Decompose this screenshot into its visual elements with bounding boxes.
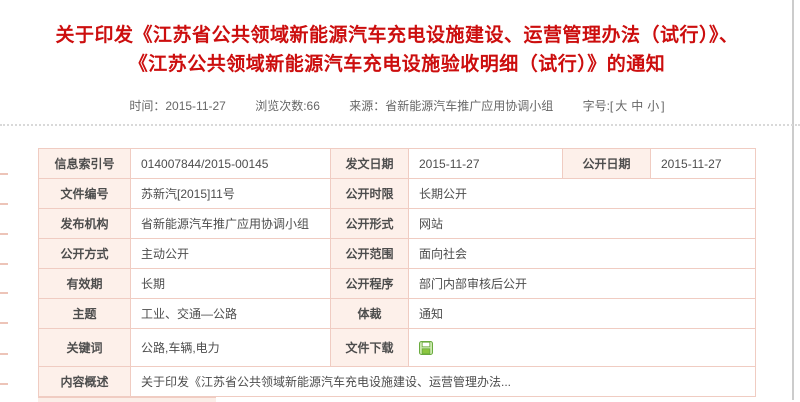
left-edge-artifact xyxy=(0,383,8,385)
left-edge-artifact xyxy=(0,233,8,235)
table-row: 发布机构 省新能源汽车推广应用协调小组 公开形式 网站 xyxy=(38,208,756,239)
value-issue-date: 2015-11-27 xyxy=(408,148,563,179)
fontsize-prefix: 字号:[ xyxy=(582,99,614,113)
label-open-method: 公开方式 xyxy=(38,238,131,269)
meta-views: 浏览次数:66 xyxy=(255,99,320,113)
label-issue-date: 发文日期 xyxy=(330,148,409,179)
page-right-border xyxy=(792,0,794,400)
label-publish-date: 公开日期 xyxy=(562,148,651,179)
value-summary: 关于印发《江苏省公共领域新能源汽车充电设施建设、运营管理办法... xyxy=(130,366,756,397)
left-edge-artifact xyxy=(0,263,8,265)
value-genre: 通知 xyxy=(408,298,756,329)
label-open-form: 公开形式 xyxy=(330,208,409,239)
value-publisher: 省新能源汽车推广应用协调小组 xyxy=(130,208,331,239)
meta-source: 来源：省新能源汽车推广应用协调小组 xyxy=(349,99,554,113)
fontsize-large-button[interactable]: 大 xyxy=(615,99,628,113)
document-info-table: 信息索引号 014007844/2015-00145 发文日期 2015-11-… xyxy=(38,148,756,397)
left-edge-artifact xyxy=(0,322,8,324)
value-document-number: 苏新汽[2015]11号 xyxy=(130,178,331,209)
label-open-procedure: 公开程序 xyxy=(330,268,409,299)
dotted-separator xyxy=(0,124,800,126)
value-open-term: 长期公开 xyxy=(408,178,756,209)
value-publish-date: 2015-11-27 xyxy=(650,148,756,179)
meta-fontsize: 字号:[大中小] xyxy=(583,99,665,113)
meta-bar: 时间：2015-11-27 浏览次数:66 来源：省新能源汽车推广应用协调小组 … xyxy=(0,97,794,114)
table-row: 信息索引号 014007844/2015-00145 发文日期 2015-11-… xyxy=(38,148,756,179)
label-summary: 内容概述 xyxy=(38,366,131,397)
label-index-number: 信息索引号 xyxy=(38,148,131,179)
table-row: 主题 工业、交通—公路 体裁 通知 xyxy=(38,298,756,329)
label-subject: 主题 xyxy=(38,298,131,329)
value-validity: 长期 xyxy=(130,268,331,299)
label-genre: 体裁 xyxy=(330,298,409,329)
value-keywords: 公路,车辆,电力 xyxy=(130,328,331,367)
value-open-form: 网站 xyxy=(408,208,756,239)
label-open-term: 公开时限 xyxy=(330,178,409,209)
value-index-number: 014007844/2015-00145 xyxy=(130,148,331,179)
left-edge-artifact xyxy=(0,292,8,294)
fontsize-small-button[interactable]: 小 xyxy=(647,99,660,113)
label-keywords: 关键词 xyxy=(38,328,131,367)
fontsize-suffix: ] xyxy=(661,99,665,113)
page-title-line2: 《江苏公共领域新能源汽车充电设施验收明细（试行）》的通知 xyxy=(128,54,666,75)
fontsize-medium-button[interactable]: 中 xyxy=(631,99,644,113)
floppy-save-icon[interactable] xyxy=(419,340,433,355)
value-open-scope: 面向社会 xyxy=(408,238,756,269)
meta-time: 时间：2015-11-27 xyxy=(129,99,226,113)
label-open-scope: 公开范围 xyxy=(330,238,409,269)
label-publisher: 发布机构 xyxy=(38,208,131,239)
label-document-number: 文件编号 xyxy=(38,178,131,209)
label-validity: 有效期 xyxy=(38,268,131,299)
table-row: 公开方式 主动公开 公开范围 面向社会 xyxy=(38,238,756,269)
left-edge-artifact xyxy=(0,173,8,175)
value-open-procedure: 部门内部审核后公开 xyxy=(408,268,756,299)
value-subject: 工业、交通—公路 xyxy=(130,298,331,329)
table-row: 有效期 长期 公开程序 部门内部审核后公开 xyxy=(38,268,756,299)
left-edge-artifact xyxy=(0,203,8,205)
page-title: 关于印发《江苏省公共领域新能源汽车充电设施建设、运营管理办法（试行）》、 《江苏… xyxy=(0,21,794,79)
left-edge-artifact xyxy=(0,353,8,355)
table-row: 关键词 公路,车辆,电力 文件下载 xyxy=(38,328,756,367)
table-row: 内容概述 关于印发《江苏省公共领域新能源汽车充电设施建设、运营管理办法... xyxy=(38,366,756,397)
value-open-method: 主动公开 xyxy=(130,238,331,269)
page-title-line1: 关于印发《江苏省公共领域新能源汽车充电设施建设、运营管理办法（试行）》、 xyxy=(55,25,739,46)
label-file-download: 文件下载 xyxy=(330,328,409,367)
value-file-download xyxy=(408,328,756,367)
table-row: 文件编号 苏新汽[2015]11号 公开时限 长期公开 xyxy=(38,178,756,209)
